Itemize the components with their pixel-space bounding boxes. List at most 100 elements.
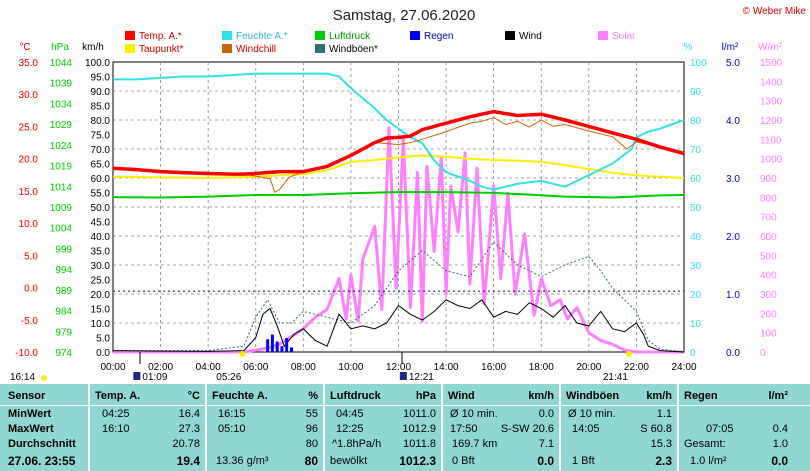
- wind-tick-label: 0.0: [96, 348, 110, 359]
- wind-tick-label: 25.0: [91, 276, 111, 287]
- pressure-tick-label: 999: [55, 244, 72, 255]
- pressure-tick-label: 979: [55, 327, 72, 338]
- rain-max-time: 07:05: [706, 423, 734, 435]
- temp-tick-label: 0.0: [24, 284, 38, 295]
- pressure-tick-label: 974: [55, 348, 72, 359]
- moonset-label: 12:21: [409, 372, 434, 383]
- legend-swatch-solar: [598, 31, 608, 40]
- wind-min-value: 0.0: [538, 408, 554, 420]
- humidity-tick-label: 0: [690, 348, 696, 359]
- temp-current-value: 19.4: [176, 454, 200, 468]
- wind-tick-label: 95.0: [91, 73, 111, 84]
- windchill-line: [112, 116, 685, 193]
- wind-tick-label: 85.0: [91, 102, 111, 113]
- row-label-average: Durchschnitt: [8, 438, 76, 450]
- solar-axis-unit: W/m²: [758, 42, 783, 53]
- temp-tick-label: 30.0: [19, 90, 39, 101]
- time-tick-label: 18:00: [529, 362, 554, 373]
- humidity-tick-label: 60: [690, 174, 702, 185]
- humidity-tick-label: 10: [690, 319, 702, 330]
- row-label-current: 27.06. 23:55: [8, 454, 76, 468]
- humidity-tick-label: 70: [690, 145, 702, 156]
- humidity-tick-label: 90: [690, 87, 702, 98]
- header-humidity-unit: %: [308, 390, 318, 402]
- header-sensor: Sensor: [8, 390, 46, 402]
- humidity-axis-unit: %: [684, 42, 693, 53]
- pressure-axis-unit: hPa: [51, 42, 69, 53]
- pressure-tick-label: 1039: [50, 79, 73, 90]
- temp-axis-unit: °C: [19, 42, 30, 53]
- gusts-max-time: 14:05: [572, 423, 600, 435]
- rain-bar: [280, 346, 284, 352]
- header-wind-unit: km/h: [528, 390, 554, 402]
- wind-tick-label: 45.0: [91, 218, 111, 229]
- legend-label-dew: Taupunkt*: [139, 44, 184, 55]
- gusts-min-label: Ø 10 min.: [568, 408, 616, 420]
- chart-title: Samstag, 27.06.2020: [333, 7, 476, 24]
- wind-tick-label: 10.0: [91, 319, 111, 330]
- weather-description: bewölkt: [330, 455, 368, 467]
- temp-tick-label: -10.0: [15, 348, 38, 359]
- wind-beaufort: 0 Bft: [452, 455, 475, 467]
- hum-current-value: 80: [304, 454, 318, 468]
- pressure-line: [112, 191, 685, 199]
- solar-tick-label: 400: [760, 271, 777, 282]
- wind-line: [112, 299, 685, 353]
- legend-swatch-dew: [125, 44, 135, 53]
- press-avg-value: 1011.8: [403, 438, 436, 450]
- hum-absolute: 13.36 g/m³: [216, 455, 269, 467]
- time-tick-label: 14:00: [434, 362, 459, 373]
- header-gusts-unit: km/h: [646, 390, 672, 402]
- pressure-tick-label: 1004: [50, 224, 73, 235]
- header-temp-unit: °C: [187, 390, 200, 402]
- legend-label-temp: Temp. A.*: [139, 31, 182, 42]
- solar-tick-label: 100: [760, 329, 777, 340]
- wind-tick-label: 60.0: [91, 174, 111, 185]
- press-min-time: 04:45: [336, 408, 364, 420]
- press-max-time: 12:25: [336, 423, 364, 435]
- header-rain-unit: l/m²: [768, 390, 788, 402]
- wind-max-time: 17:50: [450, 423, 478, 435]
- pressure-tick-label: 994: [55, 265, 72, 276]
- wind-tick-label: 100.0: [85, 58, 110, 69]
- legend-label-windchill: Windchill: [236, 44, 276, 55]
- temperature-line: [112, 109, 685, 176]
- wind-axis-unit: km/h: [82, 42, 104, 53]
- solar-line: [113, 126, 684, 354]
- header-pressure-unit: hPa: [415, 390, 436, 402]
- solar-tick-label: 1300: [760, 97, 783, 108]
- pressure-tick-label: 1044: [50, 58, 73, 69]
- temp-max-time: 16:10: [102, 423, 130, 435]
- solar-tick-label: 1200: [760, 116, 783, 127]
- rain-total-value: 1.0: [772, 438, 788, 450]
- legend-label-wind: Wind: [519, 31, 542, 42]
- wind-max-value: S-SW 20.6: [500, 423, 554, 435]
- pressure-tick-label: 1029: [50, 120, 73, 131]
- column-divider: [88, 384, 90, 471]
- wind-tick-label: 70.0: [91, 145, 111, 156]
- series-layer: [112, 72, 685, 354]
- temp-tick-label: 35.0: [19, 58, 39, 69]
- solar-tick-label: 1400: [760, 77, 783, 88]
- legend-swatch-rain: [410, 31, 420, 40]
- press-trend: ^1.8hPa/h: [332, 438, 382, 450]
- rain-tick-label: 4.0: [726, 116, 740, 127]
- pressure-tick-label: 1009: [50, 203, 73, 214]
- solar-tick-label: 800: [760, 193, 777, 204]
- rain-bar: [275, 341, 279, 352]
- temp-tick-label: -5.0: [21, 316, 39, 327]
- hum-avg-value: 80: [305, 438, 318, 450]
- solar-tick-label: 300: [760, 290, 777, 301]
- pressure-tick-label: 989: [55, 286, 72, 297]
- wind-tick-label: 55.0: [91, 189, 111, 200]
- temp-tick-label: 20.0: [19, 155, 39, 166]
- pressure-tick-label: 1034: [50, 99, 73, 110]
- left-time-label: 16:14: [10, 372, 35, 383]
- row-label-max: MaxWert: [8, 423, 54, 435]
- wind-tick-label: 15.0: [91, 305, 111, 316]
- legend-label-solar: Solar: [612, 31, 636, 42]
- temp-avg-value: 20.78: [172, 438, 200, 450]
- time-tick-label: 16:00: [481, 362, 506, 373]
- gusts-beaufort: 1 Bft: [572, 455, 595, 467]
- wind-tick-label: 50.0: [91, 203, 111, 214]
